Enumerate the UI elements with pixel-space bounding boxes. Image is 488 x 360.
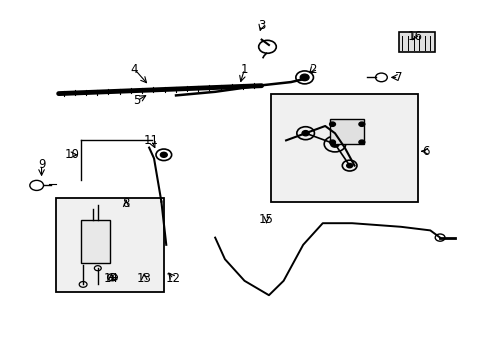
Bar: [56, 198, 163, 292]
Text: 16: 16: [407, 30, 421, 42]
Circle shape: [358, 140, 364, 144]
Text: 2: 2: [308, 63, 316, 76]
Text: 11: 11: [144, 134, 159, 147]
Text: 8: 8: [122, 197, 130, 210]
Circle shape: [329, 140, 335, 144]
Text: 7: 7: [394, 71, 402, 84]
Circle shape: [302, 131, 308, 136]
Text: 9: 9: [38, 158, 45, 171]
Text: 13: 13: [137, 273, 151, 285]
Text: 3: 3: [257, 19, 265, 32]
Circle shape: [358, 122, 364, 126]
Bar: [329, 119, 364, 144]
Bar: [81, 220, 110, 263]
Bar: [271, 94, 417, 202]
Text: 15: 15: [259, 213, 273, 226]
Text: 5: 5: [133, 94, 141, 107]
Text: 12: 12: [166, 273, 181, 285]
Circle shape: [329, 122, 335, 126]
Circle shape: [160, 152, 167, 157]
Circle shape: [330, 141, 339, 147]
Text: 10: 10: [65, 148, 80, 161]
Circle shape: [346, 163, 352, 168]
Text: 1: 1: [240, 63, 248, 76]
Text: 6: 6: [421, 145, 428, 158]
Bar: [398, 32, 434, 52]
Text: 4: 4: [130, 63, 138, 76]
Circle shape: [300, 74, 308, 81]
Text: 14: 14: [104, 273, 119, 285]
